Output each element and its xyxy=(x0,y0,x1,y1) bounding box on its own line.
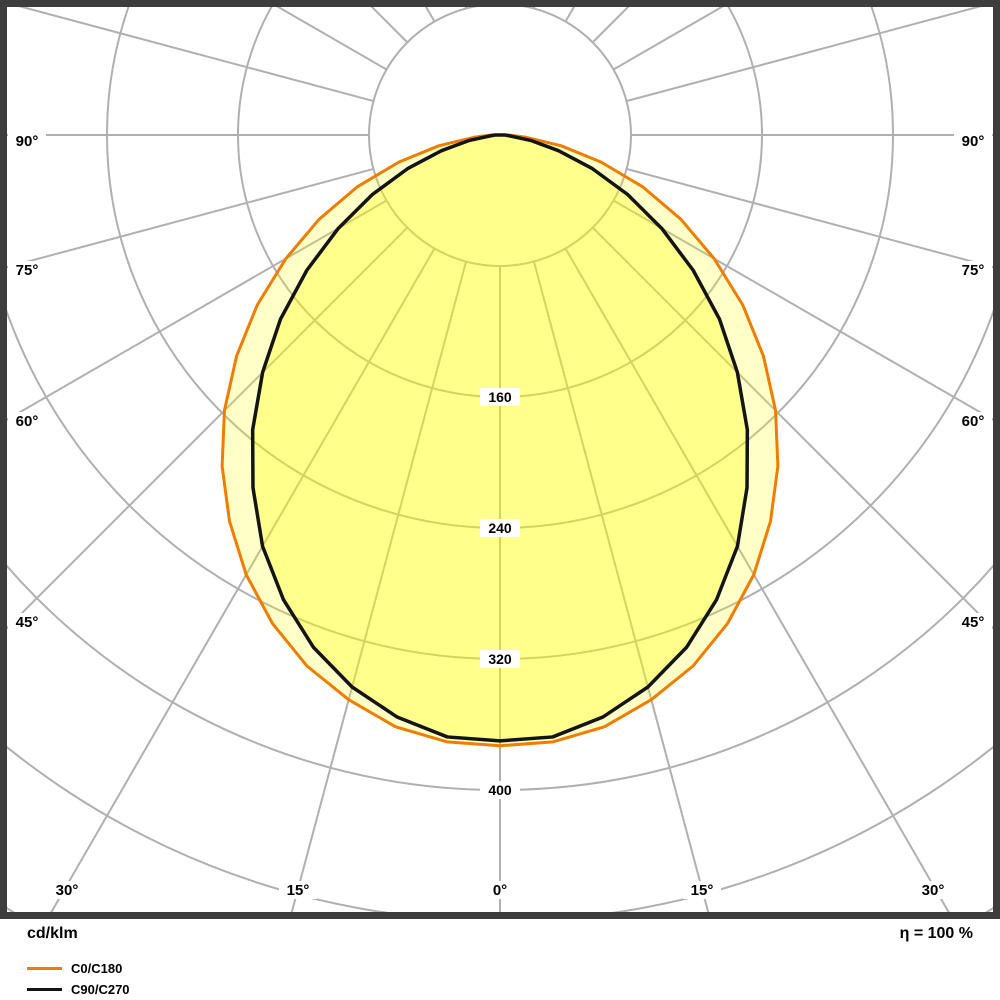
angle-label: 30° xyxy=(922,882,945,899)
angle-label: 0° xyxy=(493,882,507,899)
legend-item-c90-c270: C90/C270 xyxy=(27,979,1000,1000)
legend-line-c0-c180 xyxy=(27,967,62,970)
angle-label: 90° xyxy=(16,133,39,150)
angle-label: 60° xyxy=(962,413,985,430)
polar-chart-frame: 90° 75° 60° 45° 30° 15° 0° 15° 30° 45° 60° 75° 90° 16… xyxy=(0,0,1000,919)
legend: C0/C180 C90/C270 xyxy=(27,958,1000,1000)
angle-label: 15° xyxy=(691,882,714,899)
efficiency-label: η = 100 % xyxy=(899,925,973,942)
radial-tick-label: 160 xyxy=(488,389,512,405)
legend-label-c90-c270: C90/C270 xyxy=(71,982,130,997)
angle-label: 15° xyxy=(287,882,310,899)
legend-item-c0-c180: C0/C180 xyxy=(27,958,1000,979)
angle-label: 45° xyxy=(962,614,985,631)
angle-label: 45° xyxy=(16,614,39,631)
footer: cd/klm η = 100 % xyxy=(0,924,1000,944)
angle-label: 90° xyxy=(962,133,985,150)
legend-label-c0-c180: C0/C180 xyxy=(71,961,123,976)
angle-label: 75° xyxy=(962,262,985,279)
radial-tick-label: 400 xyxy=(488,782,512,798)
angle-label: 60° xyxy=(16,413,39,430)
legend-line-c90-c270 xyxy=(27,988,62,991)
polar-chart: 90° 75° 60° 45° 30° 15° 0° 15° 30° 45° 60° 75° 90° 16… xyxy=(7,7,993,912)
unit-label: cd/klm xyxy=(27,925,78,942)
radial-tick-label: 240 xyxy=(488,520,512,536)
angle-label: 75° xyxy=(16,262,39,279)
angle-label: 30° xyxy=(56,882,79,899)
radial-tick-label: 320 xyxy=(488,651,512,667)
